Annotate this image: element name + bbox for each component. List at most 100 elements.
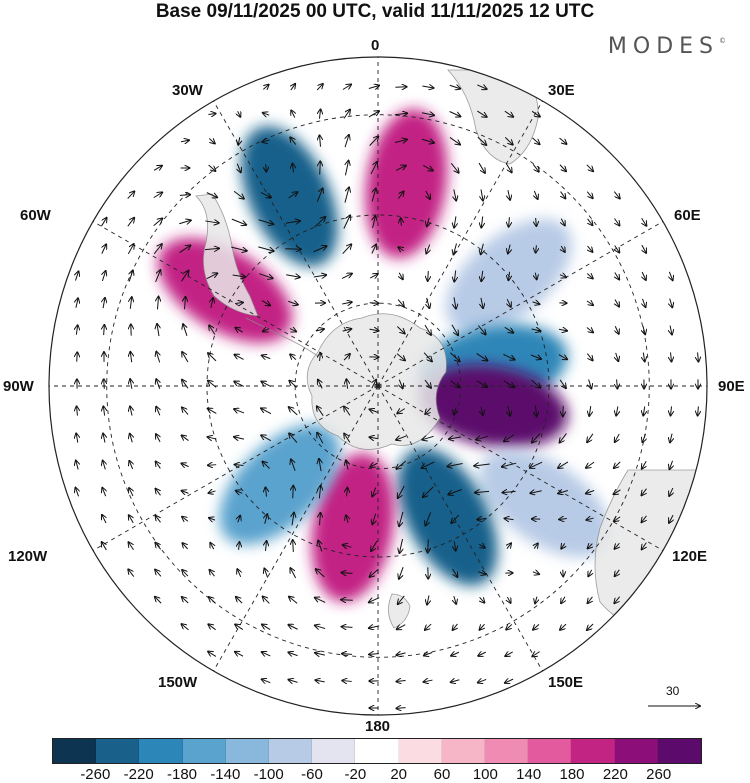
- wind-vector: [532, 652, 540, 657]
- wind-vector: [346, 515, 348, 523]
- wind-vector: [208, 652, 217, 657]
- wind-vector: [102, 244, 106, 254]
- lon-label-180: 180: [365, 718, 391, 735]
- wind-vector: [127, 191, 135, 199]
- wind-vector: [396, 653, 406, 655]
- wind-vector: [508, 244, 510, 254]
- wind-vector: [642, 542, 647, 550]
- wind-vector: [179, 195, 190, 196]
- wind-vector: [428, 271, 429, 281]
- wind-vector: [208, 624, 216, 631]
- wind-vector: [369, 274, 378, 278]
- wind-vector: [372, 513, 375, 525]
- wind-vector: [423, 486, 434, 497]
- wind-vector: [181, 271, 189, 282]
- colorbar-tick-label: -220: [123, 766, 154, 783]
- wind-vector: [532, 572, 539, 574]
- wind-vector: [288, 625, 298, 630]
- wind-vector: [614, 490, 621, 494]
- wind-vector: [231, 218, 246, 225]
- wind-vector: [206, 273, 218, 280]
- wind-vector: [235, 624, 244, 631]
- wind-vector: [344, 187, 349, 203]
- wind-vector: [262, 679, 271, 682]
- wind-vector: [616, 406, 618, 415]
- wind-vector: [481, 189, 483, 200]
- wind-vector: [129, 270, 133, 282]
- lon-label-120e: 120E: [672, 548, 708, 565]
- wind-vector: [182, 570, 189, 577]
- wind-vector: [293, 540, 294, 552]
- wind-vector: [265, 487, 266, 497]
- wind-vector: [536, 245, 537, 252]
- wind-vector: [505, 679, 514, 683]
- colorbar-swatch-13: [614, 739, 658, 763]
- wind-vector: [315, 625, 326, 628]
- wind-vector: [208, 139, 215, 144]
- wind-vector: [478, 679, 487, 682]
- wind-vector: [153, 166, 162, 171]
- colorbar-swatch-14: [657, 739, 702, 763]
- wind-vector: [398, 247, 403, 251]
- wind-vector: [424, 652, 433, 655]
- wind-vector: [560, 623, 567, 630]
- wind-vector: [505, 163, 511, 173]
- wind-vector: [369, 597, 380, 603]
- wind-vector: [234, 437, 245, 439]
- colorbar-tick-label: -60: [301, 766, 323, 783]
- anomaly-center: [219, 424, 340, 545]
- wind-vector: [315, 598, 326, 603]
- wind-vector: [259, 273, 272, 279]
- colorbar-swatch-10: [485, 739, 529, 763]
- wind-vector: [559, 519, 567, 520]
- wind-vector: [451, 680, 460, 683]
- wind-vector: [179, 220, 191, 223]
- wind-vector: [531, 379, 541, 387]
- wind-vector: [342, 627, 353, 628]
- wind-vector: [208, 409, 217, 414]
- wind-vector: [452, 568, 458, 577]
- wind-vector: [533, 623, 540, 629]
- wind-vector: [698, 352, 699, 361]
- wind-vector: [155, 516, 160, 523]
- wind-vector: [205, 221, 218, 223]
- wind-vector: [264, 568, 267, 578]
- wind-vector: [422, 164, 433, 170]
- wind-vector: [477, 85, 486, 89]
- lon-label-60w: 60W: [20, 207, 51, 224]
- wind-vector: [614, 596, 621, 604]
- wind-vector: [263, 329, 270, 332]
- new-zealand-land: [388, 593, 411, 629]
- wind-vector: [289, 381, 298, 388]
- lon-label-90w: 90W: [3, 378, 34, 395]
- wind-vector: [158, 297, 159, 310]
- wind-vector: [313, 246, 327, 253]
- wind-vector: [643, 352, 644, 362]
- wind-vector: [182, 380, 189, 389]
- wind-vector: [427, 595, 429, 604]
- wind-vector: [615, 569, 620, 576]
- wind-vector: [502, 463, 517, 467]
- wind-vector: [477, 518, 487, 519]
- wind-vector: [291, 84, 295, 91]
- wind-vector: [289, 407, 298, 416]
- wind-vector: [318, 541, 322, 552]
- wind-vector: [239, 542, 240, 550]
- wind-vector: [531, 110, 540, 116]
- wind-vector: [669, 487, 673, 496]
- wind-vector: [182, 352, 189, 363]
- wind-vector: [236, 597, 243, 604]
- wind-vector: [315, 329, 324, 331]
- wind-vector: [313, 275, 326, 277]
- wind-vector: [586, 353, 592, 361]
- wind-vector: [449, 85, 460, 88]
- map-boundary: [48, 56, 708, 716]
- wind-vector: [397, 191, 403, 199]
- colorbar-swatch-1: [96, 739, 140, 763]
- wind-vector: [261, 300, 270, 306]
- wind-vector: [368, 111, 379, 118]
- wind-vector: [130, 434, 133, 443]
- meridian-line: [92, 385, 379, 551]
- wind-vector: [317, 433, 324, 444]
- colorbar-tick-label: -20: [344, 766, 367, 783]
